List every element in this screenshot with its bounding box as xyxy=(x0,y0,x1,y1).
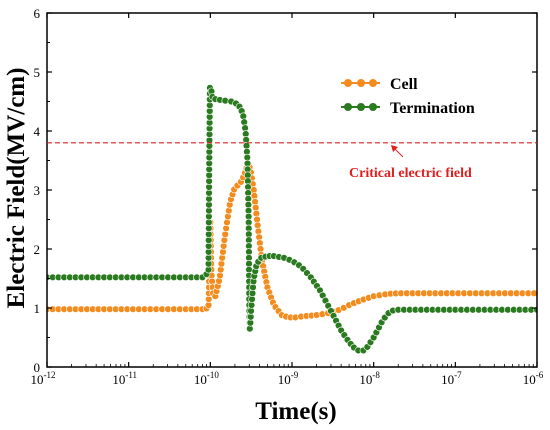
x-tick-label: 10-11 xyxy=(112,370,137,387)
annotation-arrow-head xyxy=(391,145,398,152)
legend-swatch-marker xyxy=(344,103,352,111)
legend-label-termination: Termination xyxy=(390,100,475,117)
y-tick-label: 1 xyxy=(34,301,41,316)
legend-swatch-marker xyxy=(357,103,365,111)
x-tick-label: 10-6 xyxy=(523,370,544,387)
legend-swatch-marker xyxy=(369,79,377,87)
critical-field-label: Critical electric field xyxy=(349,166,472,181)
plot-frame xyxy=(46,12,538,368)
y-tick-label: 2 xyxy=(34,242,41,257)
legend-swatch-marker xyxy=(369,103,377,111)
series-termination xyxy=(47,84,537,355)
series-cell xyxy=(47,159,537,322)
legend-label-cell: Cell xyxy=(390,76,418,93)
x-tick-label: 10-9 xyxy=(278,370,299,387)
x-tick-label: 10-10 xyxy=(194,370,219,387)
y-axis: 0 1 2 3 4 5 6 xyxy=(34,6,537,375)
legend-swatch-marker xyxy=(357,79,365,87)
x-tick-label: 10-7 xyxy=(441,370,462,387)
x-axis-title: Time(s) xyxy=(255,398,336,425)
y-tick-label: 5 xyxy=(34,65,41,80)
x-tick-label: 10-8 xyxy=(359,370,380,387)
y-tick-label: 0 xyxy=(34,360,41,375)
legend: Cell Termination xyxy=(341,76,475,117)
y-tick-label: 3 xyxy=(34,183,41,198)
data-point-cell xyxy=(530,289,537,297)
x-axis: 10-12 10-11 10-10 10-9 10-8 10-7 10-6 xyxy=(31,13,544,387)
y-axis-title: Electric Field(MV/cm) xyxy=(3,68,30,309)
series-layer xyxy=(47,84,537,355)
legend-swatch-marker xyxy=(344,79,352,87)
legend-item-cell: Cell xyxy=(341,76,418,93)
y-tick-label: 4 xyxy=(34,124,41,139)
y-tick-label: 6 xyxy=(34,6,41,21)
legend-item-termination: Termination xyxy=(341,100,475,117)
critical-field-annotation: Critical electric field xyxy=(349,145,472,181)
